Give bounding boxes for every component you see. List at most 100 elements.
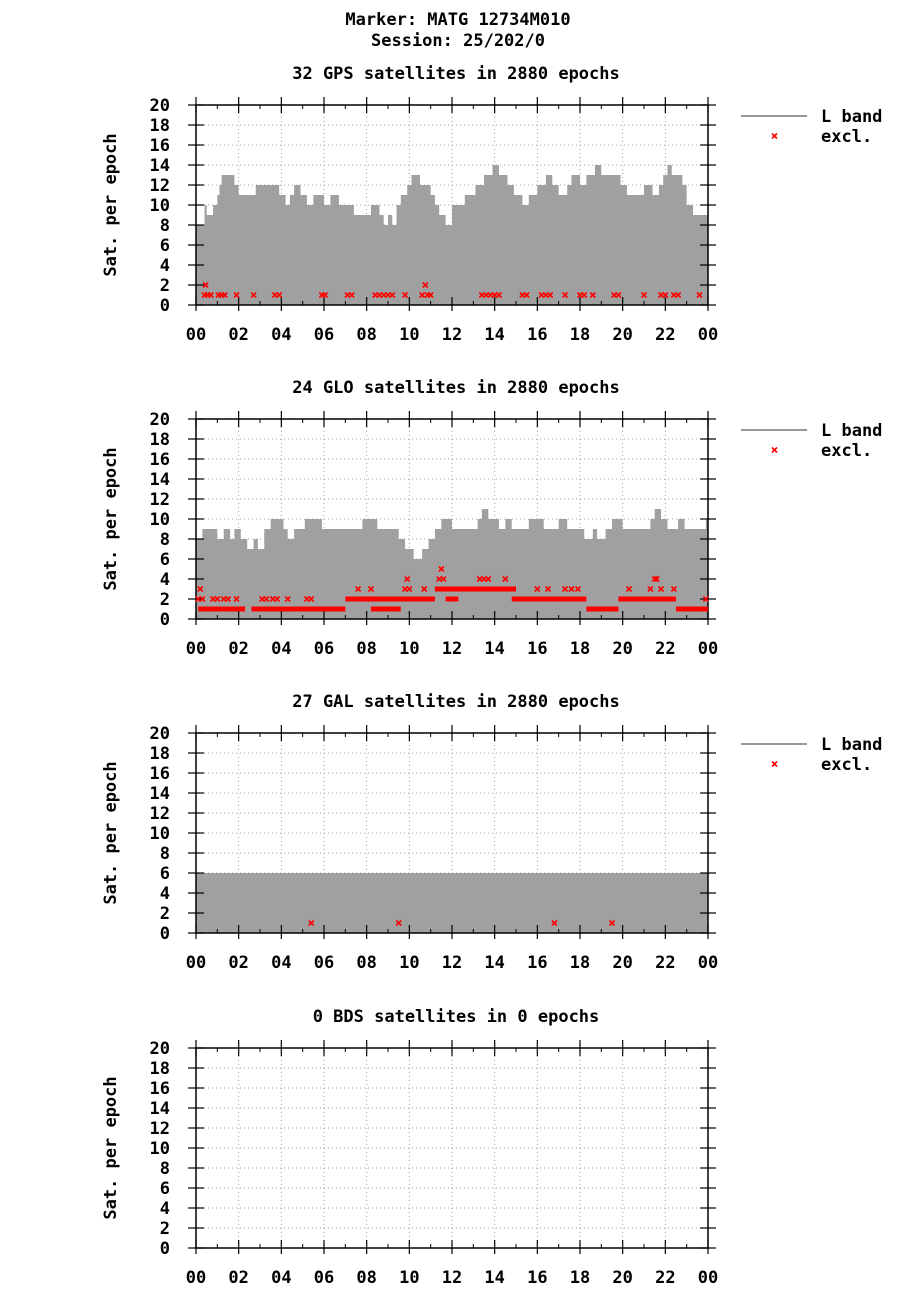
y-tick-label: 10: [150, 1139, 170, 1159]
y-axis-label: Sat. per epoch: [101, 133, 121, 276]
excl-marker: [675, 291, 682, 299]
excl-marker: [626, 585, 633, 593]
x-tick-label: 00: [698, 325, 718, 345]
x-tick-label: 22: [655, 953, 675, 973]
x-tick-label: 20: [612, 953, 632, 973]
x-tick-label: 18: [570, 639, 590, 659]
x-tick-label: 12: [442, 325, 462, 345]
x-tick-label: 08: [356, 639, 376, 659]
x-tick-label: 00: [698, 953, 718, 973]
excl-marker: [653, 575, 660, 583]
excl-marker: [202, 281, 209, 289]
chart-title: 24 GLO satellites in 2880 epochs: [292, 378, 620, 398]
y-tick-label: 2: [160, 904, 170, 924]
x-tick-label: 08: [356, 325, 376, 345]
y-tick-label: 16: [150, 1079, 170, 1099]
excl-marker: [263, 595, 270, 603]
x-tick-label: 08: [356, 953, 376, 973]
excl-marker: [568, 585, 575, 593]
y-tick-label: 0: [160, 610, 170, 630]
excl-marker: [647, 585, 654, 593]
y-tick-label: 14: [150, 470, 170, 490]
excl-marker: [640, 291, 648, 299]
x-tick-label: 06: [314, 953, 334, 973]
excl-marker: [562, 585, 569, 593]
y-tick-label: 14: [150, 1099, 170, 1119]
excl-marker: [395, 919, 402, 927]
y-tick-label: 18: [150, 1059, 170, 1079]
legend-excl-marker: [771, 132, 778, 140]
x-tick-label: 06: [314, 1268, 334, 1288]
excl-marker: [502, 575, 509, 583]
excl-marker: [199, 595, 206, 603]
x-tick-label: 22: [655, 639, 675, 659]
x-tick-label: 12: [442, 953, 462, 973]
y-tick-label: 8: [160, 216, 170, 236]
y-tick-label: 20: [150, 96, 170, 116]
x-tick-label: 08: [356, 1268, 376, 1288]
y-tick-label: 4: [160, 256, 170, 276]
excl-marker: [608, 919, 616, 927]
y-tick-label: 6: [160, 550, 170, 570]
x-tick-label: 16: [527, 325, 547, 345]
y-tick-label: 0: [160, 296, 170, 316]
excl-marker: [547, 291, 554, 299]
marker-title: Marker: MATG 12734M010: [345, 10, 570, 30]
x-tick-label: 04: [271, 639, 291, 659]
excl-marker: [322, 291, 329, 299]
y-tick-label: 2: [160, 276, 170, 296]
y-tick-label: 12: [150, 490, 170, 510]
y-tick-label: 4: [160, 570, 170, 590]
excl-marker: [348, 291, 355, 299]
y-tick-label: 2: [160, 1219, 170, 1239]
x-tick-label: 04: [271, 953, 291, 973]
y-tick-label: 18: [150, 116, 170, 136]
excl-marker: [308, 919, 315, 927]
x-tick-label: 06: [314, 325, 334, 345]
excl-marker: [308, 595, 315, 603]
x-tick-label: 18: [570, 953, 590, 973]
x-tick-label: 20: [612, 1268, 632, 1288]
y-axis-label: Sat. per epoch: [101, 447, 121, 590]
excl-marker: [589, 291, 596, 299]
y-tick-label: 10: [150, 824, 170, 844]
x-tick-label: 14: [484, 639, 504, 659]
excl-marker: [404, 575, 411, 583]
excl-marker: [658, 585, 665, 593]
y-tick-label: 10: [150, 510, 170, 530]
excl-marker: [233, 291, 240, 299]
excl-marker: [207, 291, 214, 299]
x-tick-label: 12: [442, 1268, 462, 1288]
excl-marker: [367, 585, 374, 593]
excl-marker: [440, 575, 447, 583]
excl-marker: [696, 291, 703, 299]
excl-marker: [233, 595, 240, 603]
x-tick-label: 10: [399, 639, 419, 659]
excl-marker: [534, 585, 541, 593]
y-tick-label: 6: [160, 236, 170, 256]
y-tick-label: 12: [150, 176, 170, 196]
y-tick-label: 0: [160, 924, 170, 944]
x-tick-label: 14: [484, 1268, 504, 1288]
excl-marker: [670, 585, 677, 593]
legend-excl-label: excl.: [821, 755, 872, 775]
x-tick-label: 14: [484, 953, 504, 973]
legend-excl-marker: [771, 760, 778, 768]
excl-marker: [406, 585, 413, 593]
excl-marker: [421, 585, 428, 593]
y-tick-label: 20: [150, 724, 170, 744]
session-title: Session: 25/202/0: [371, 31, 545, 51]
x-tick-label: 18: [570, 325, 590, 345]
x-tick-label: 00: [186, 639, 206, 659]
x-tick-label: 16: [527, 1268, 547, 1288]
legend-band-label: L band: [821, 735, 882, 755]
y-tick-label: 14: [150, 156, 170, 176]
x-tick-label: 02: [228, 1268, 248, 1288]
x-tick-label: 20: [612, 325, 632, 345]
x-tick-label: 10: [399, 1268, 419, 1288]
